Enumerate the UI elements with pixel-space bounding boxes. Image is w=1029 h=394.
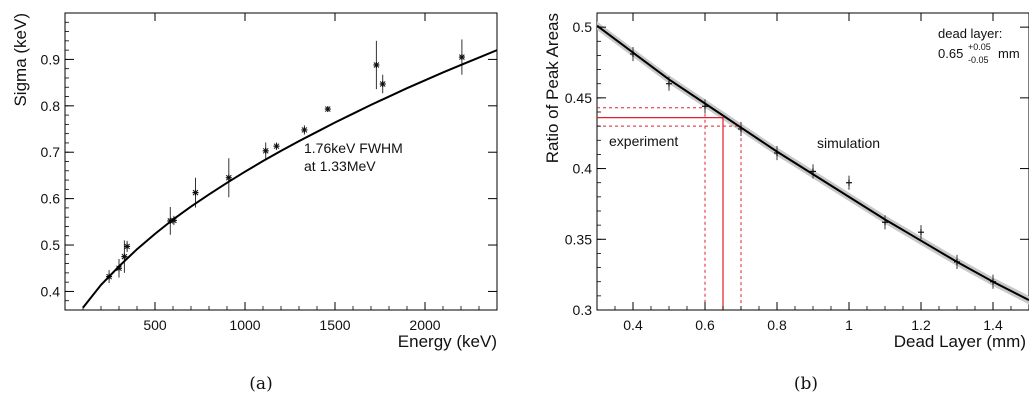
dead-layer-value: 0.65 +0.05 -0.05 mm xyxy=(938,42,1020,65)
panel-a-annotation-line-1: 1.76keV FWHM xyxy=(304,140,403,156)
panel-a-frame xyxy=(64,12,498,311)
panel-b-y-tick-label: 0.35 xyxy=(565,231,592,247)
panel-a-marker-d2 xyxy=(273,143,280,150)
panel-b-fit-band xyxy=(597,21,1029,305)
dead-layer-value-unit: mm xyxy=(998,46,1020,61)
panel-a-data-point xyxy=(373,40,380,90)
panel-a-data-point xyxy=(379,74,386,94)
panel-a-marker-d2 xyxy=(459,54,465,60)
panel-b-y-tick-label: 0.4 xyxy=(573,161,593,177)
panel-b-x-tick-label: 0.6 xyxy=(695,317,715,333)
panel-a-marker-d2 xyxy=(379,81,386,87)
panel-a-y-tick-label: 0.7 xyxy=(41,144,61,160)
panel-b-x-tick-label: 1.4 xyxy=(983,317,1003,333)
panel-a-data-point xyxy=(124,240,131,252)
panel-a-marker-d2 xyxy=(124,243,130,250)
panel-a-marker-d2 xyxy=(262,147,269,154)
panel-a: 500 1000 1500 2000 0.4 0.5 0.6 0.7 0.8 0.9 1.76ke… xyxy=(11,12,498,394)
panel-a-x-axis-label: Energy (keV) xyxy=(398,332,497,351)
panel-a-marker-d2 xyxy=(121,253,128,260)
panel-b: 0.4 0.6 0.8 1 1.2 1.4 0.3 0.35 0.4 0.45 0.5 simula… xyxy=(543,12,1029,394)
panel-a-marker-d2 xyxy=(225,174,232,181)
experiment-label: experiment xyxy=(609,133,678,149)
panel-a-x-tick-label: 2000 xyxy=(409,317,440,333)
experiment-lower-bound-line xyxy=(597,125,742,310)
panel-a-data-point xyxy=(301,125,308,135)
panel-b-x-tick-label: 1 xyxy=(845,317,853,333)
panel-a-marker-d2 xyxy=(373,62,380,68)
panel-a-y-tick-label: 0.5 xyxy=(41,237,61,253)
panel-a-data-point xyxy=(273,142,280,150)
panel-a-y-axis-label: Sigma (keV) xyxy=(11,13,30,107)
panel-a-marker-d2 xyxy=(301,127,308,133)
panel-a-marker-d2 xyxy=(116,265,122,272)
panel-a-x-tick-label: 1000 xyxy=(229,317,260,333)
simulation-label: simulation xyxy=(817,135,880,151)
dead-layer-value-sub: -0.05 xyxy=(968,55,989,65)
panel-a-y-tick-label: 0.6 xyxy=(41,191,61,207)
dead-layer-value-sup: +0.05 xyxy=(968,42,991,52)
panel-a-marker-d2 xyxy=(324,106,331,112)
panel-a-marker-d2 xyxy=(192,189,199,196)
panel-b-caption: (b) xyxy=(794,374,818,394)
panel-b-y-tick-label: 0.3 xyxy=(573,302,593,318)
panel-a-x-tick-label: 500 xyxy=(143,317,167,333)
panel-b-data-point xyxy=(918,225,924,240)
panel-a-annotation-line-2: at 1.33MeV xyxy=(304,158,376,174)
panel-a-data-point xyxy=(458,39,465,75)
panel-b-x-axis-label: Dead Layer (mm) xyxy=(894,332,1026,351)
panel-b-x-tick-label: 0.8 xyxy=(767,317,787,333)
panel-a-fit-curve xyxy=(82,49,498,309)
panel-a-y-tick-label: 0.4 xyxy=(41,283,61,299)
panel-b-y-tick-label: 0.45 xyxy=(565,90,592,106)
panel-b-y-tick-label: 0.5 xyxy=(573,19,593,35)
dead-layer-label: dead layer: xyxy=(938,26,1002,41)
panel-b-x-tick-label: 0.4 xyxy=(623,317,643,333)
panel-a-caption: (a) xyxy=(249,374,272,394)
panel-a-y-tick-label: 0.8 xyxy=(41,98,61,114)
dead-layer-value-base: 0.65 xyxy=(938,46,963,61)
panel-b-x-tick-label: 1.2 xyxy=(911,317,931,333)
panel-a-data-point xyxy=(324,106,331,113)
panel-a-x-tick-label: 1500 xyxy=(319,317,350,333)
panel-a-data-point xyxy=(225,158,232,198)
panel-b-y-axis-label: Ratio of Peak Areas xyxy=(543,13,562,163)
experiment-central-line xyxy=(597,117,724,310)
panel-b-fit-curve xyxy=(596,24,1029,301)
panel-a-y-tick-label: 0.9 xyxy=(41,51,61,67)
panel-b-data-point xyxy=(846,175,852,190)
panel-a-data-point xyxy=(262,142,269,160)
